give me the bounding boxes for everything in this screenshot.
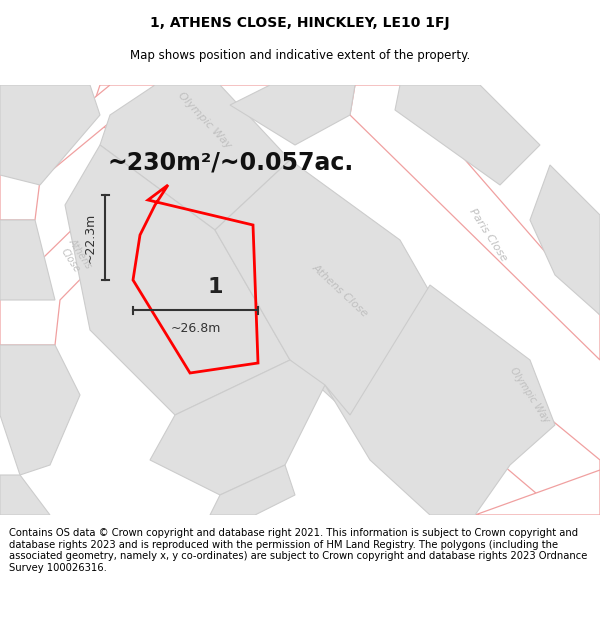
Text: ~26.8m: ~26.8m [170, 322, 221, 335]
Polygon shape [210, 465, 295, 515]
Polygon shape [215, 160, 460, 415]
Text: ~230m²/~0.057ac.: ~230m²/~0.057ac. [108, 151, 354, 175]
Text: Contains OS data © Crown copyright and database right 2021. This information is : Contains OS data © Crown copyright and d… [9, 528, 587, 573]
Polygon shape [0, 85, 155, 220]
Polygon shape [325, 285, 555, 515]
Text: 1: 1 [207, 277, 223, 297]
Polygon shape [0, 475, 50, 515]
Text: Athens
Close: Athens Close [57, 237, 93, 277]
Text: 1, ATHENS CLOSE, HINCKLEY, LE10 1FJ: 1, ATHENS CLOSE, HINCKLEY, LE10 1FJ [150, 16, 450, 30]
Polygon shape [0, 220, 55, 300]
Polygon shape [230, 85, 355, 145]
Polygon shape [430, 470, 600, 515]
Polygon shape [0, 85, 100, 185]
Polygon shape [395, 85, 540, 185]
Polygon shape [350, 85, 600, 360]
Polygon shape [0, 85, 270, 345]
Text: ~22.3m: ~22.3m [84, 213, 97, 262]
Polygon shape [100, 85, 290, 230]
Text: Paris Close: Paris Close [467, 207, 509, 263]
Text: Olympic Way: Olympic Way [508, 366, 551, 424]
Polygon shape [150, 360, 325, 495]
Text: Map shows position and indicative extent of the property.: Map shows position and indicative extent… [130, 49, 470, 62]
Polygon shape [90, 85, 600, 505]
Polygon shape [0, 345, 80, 475]
Text: Athens Close: Athens Close [310, 262, 370, 318]
Text: Olympic Way: Olympic Way [176, 90, 233, 150]
Polygon shape [530, 165, 600, 315]
Polygon shape [65, 145, 290, 415]
